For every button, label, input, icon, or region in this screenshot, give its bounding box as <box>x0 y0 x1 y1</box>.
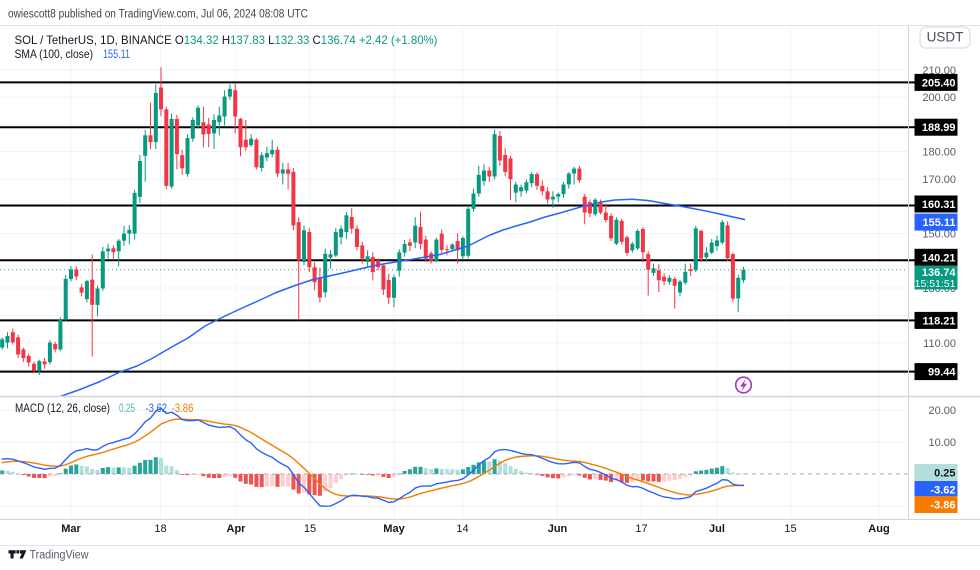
svg-text:99.44: 99.44 <box>928 367 956 379</box>
svg-text:Jun: Jun <box>548 523 568 535</box>
svg-text:180.00: 180.00 <box>922 147 956 159</box>
svg-text:118.21: 118.21 <box>922 315 955 327</box>
svg-text:-3.62: -3.62 <box>930 485 955 497</box>
svg-text:150.00: 150.00 <box>922 229 956 241</box>
svg-text:10.00: 10.00 <box>928 437 956 449</box>
svg-text:17: 17 <box>635 523 647 535</box>
svg-text:Apr: Apr <box>227 523 247 535</box>
svg-text:-3.86: -3.86 <box>930 500 955 512</box>
svg-text:Aug: Aug <box>868 523 889 535</box>
svg-text:18: 18 <box>154 523 166 535</box>
svg-text:15: 15 <box>784 523 796 535</box>
svg-text:USDT: USDT <box>927 30 964 45</box>
svg-text:TradingView: TradingView <box>30 550 90 562</box>
svg-text:205.40: 205.40 <box>922 77 956 89</box>
svg-text:May: May <box>383 523 405 535</box>
svg-text:200.00: 200.00 <box>922 92 956 104</box>
svg-text:155.11: 155.11 <box>922 217 955 229</box>
svg-text:MACD (12, 26, close): MACD (12, 26, close) <box>15 403 110 415</box>
svg-text:140.21: 140.21 <box>922 252 956 264</box>
svg-text:14: 14 <box>456 523 468 535</box>
svg-text:SOL / TetherUS, 1D, BINANCE O: SOL / TetherUS, 1D, BINANCE O134.32 H137… <box>15 33 438 47</box>
svg-text:210.00: 210.00 <box>922 65 956 77</box>
svg-text:Mar: Mar <box>61 523 81 535</box>
svg-text:-3.62: -3.62 <box>146 403 168 415</box>
svg-text:160.31: 160.31 <box>922 199 956 211</box>
svg-text:owiescott8 published on Tradin: owiescott8 published on TradingView.com,… <box>8 9 308 21</box>
svg-text:Jul: Jul <box>709 523 725 535</box>
svg-text:170.00: 170.00 <box>922 174 956 186</box>
svg-text:0.25: 0.25 <box>119 403 135 415</box>
svg-text:155.11: 155.11 <box>103 47 130 61</box>
svg-text:20.00: 20.00 <box>928 405 956 417</box>
svg-text:-3.86: -3.86 <box>172 403 194 415</box>
svg-text:110.00: 110.00 <box>923 338 956 350</box>
svg-text:SMA (100, close): SMA (100, close) <box>15 47 94 61</box>
svg-text:15:51:51: 15:51:51 <box>915 278 956 290</box>
svg-text:136.74: 136.74 <box>922 267 957 279</box>
svg-text:15: 15 <box>304 523 316 535</box>
svg-text:188.99: 188.99 <box>922 122 956 134</box>
svg-text:0.25: 0.25 <box>934 468 955 480</box>
